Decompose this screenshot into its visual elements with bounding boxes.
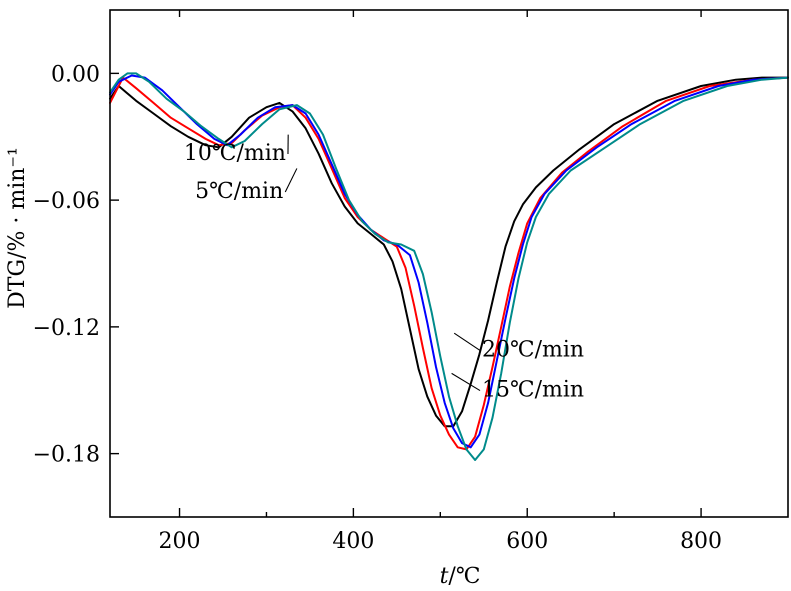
y-axis-title: DTG/% · min⁻¹ <box>5 147 30 309</box>
x-tick-label: 600 <box>506 529 548 554</box>
series-label-3: 20℃/min <box>482 337 584 362</box>
y-tick-label: −0.18 <box>33 443 100 468</box>
series-line-2 <box>109 76 789 451</box>
y-tick-label: −0.06 <box>33 189 100 214</box>
series-line-1 <box>109 76 789 428</box>
series-label-1: 10℃/min <box>184 141 286 166</box>
annotation-layer: 10℃/min 5℃/min 20℃/min 15℃/min <box>184 134 584 403</box>
plot-frame <box>109 9 789 518</box>
x-tick-label: 200 <box>159 529 201 554</box>
series-line-3 <box>109 74 789 449</box>
series-layer <box>109 72 789 461</box>
y-tick-label: 0.00 <box>51 62 100 87</box>
x-tick-label: 400 <box>332 529 374 554</box>
label-leader-line <box>453 332 481 351</box>
label-leader-line <box>284 168 298 193</box>
axis-layer: 200 400 600 800 0.00 −0.06 −0.12 −0.18 <box>33 10 722 554</box>
label-leader-line <box>451 372 481 392</box>
y-tick-label: −0.12 <box>33 316 100 341</box>
series-label-4: 15℃/min <box>482 378 584 403</box>
series-line-4 <box>109 72 789 461</box>
series-label-2: 5℃/min <box>195 179 283 204</box>
x-axis-title: t/℃ <box>440 564 481 589</box>
x-tick-label: 800 <box>680 529 722 554</box>
